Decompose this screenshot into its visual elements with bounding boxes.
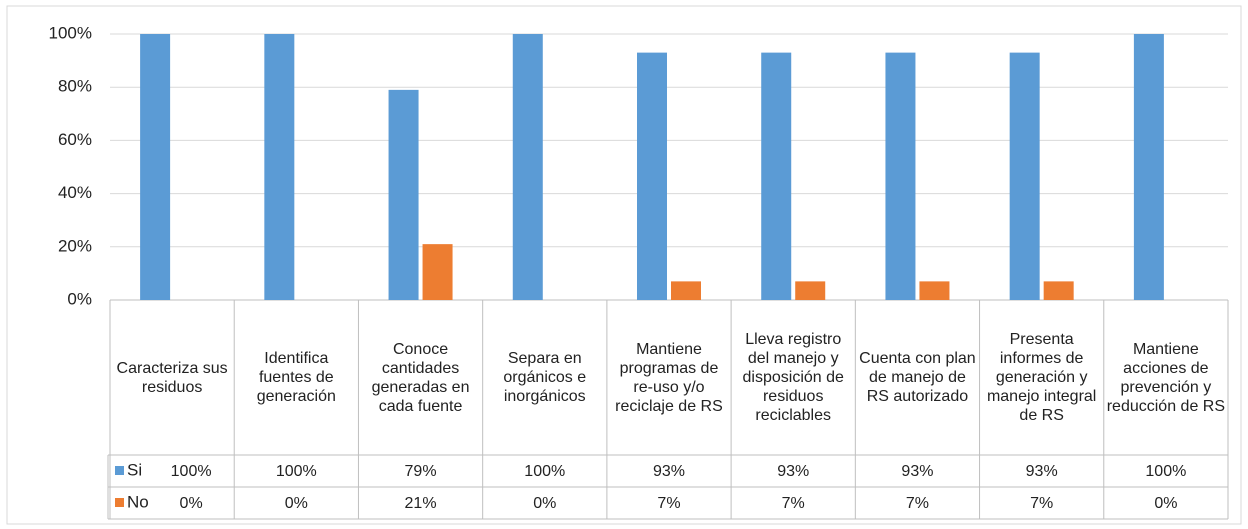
bar xyxy=(422,244,453,300)
category-label: Mantiene programas de re-uso y/o recicla… xyxy=(615,340,723,415)
category-label: Presenta informes de generación y manejo… xyxy=(986,331,1097,424)
value-label: 7% xyxy=(781,494,805,512)
category-label: Identifica fuentes de generación xyxy=(256,350,336,405)
value-label: 100% xyxy=(1145,462,1187,480)
bar xyxy=(885,52,916,301)
bar xyxy=(795,281,826,300)
bar xyxy=(264,34,295,300)
value-label: 93% xyxy=(652,462,685,480)
bar xyxy=(761,52,792,301)
bar xyxy=(671,281,701,300)
value-label: 0% xyxy=(533,494,557,512)
value-label: 93% xyxy=(901,462,934,480)
y-tick-label: 0% xyxy=(67,289,92,308)
y-tick-label: 60% xyxy=(58,130,92,149)
value-label: 21% xyxy=(404,494,437,512)
category-label: Separa en orgánicos e inorgánicos xyxy=(503,350,587,405)
value-label: 7% xyxy=(657,494,681,512)
category-label: Mantiene acciones de prevención y reducc… xyxy=(1106,340,1226,415)
bar xyxy=(637,52,667,301)
y-tick-label: 20% xyxy=(58,236,92,255)
bar xyxy=(919,281,950,300)
value-label: 100% xyxy=(524,462,566,480)
value-label: 79% xyxy=(404,462,437,480)
chart-border xyxy=(6,5,1242,525)
y-tick-label: 40% xyxy=(58,183,92,202)
bar xyxy=(1043,281,1074,300)
category-label: Conoce cantidades generadas en cada fuen… xyxy=(371,340,470,415)
value-label: 7% xyxy=(1030,494,1054,512)
y-tick-label: 100% xyxy=(49,23,92,42)
legend-swatch xyxy=(115,466,124,475)
value-label: 0% xyxy=(284,494,308,512)
value-label: 100% xyxy=(170,462,212,480)
legend-label: Si xyxy=(127,460,142,479)
value-label: 0% xyxy=(179,494,203,512)
legend-label: No xyxy=(127,492,149,511)
bar xyxy=(140,34,171,300)
value-label: 100% xyxy=(275,462,317,480)
category-label: Cuenta con plan de manejo de RS autoriza… xyxy=(859,350,976,405)
value-label: 0% xyxy=(1154,494,1178,512)
legend-swatch xyxy=(115,498,124,507)
category-label: Caracteriza sus residuos xyxy=(116,359,228,396)
bar xyxy=(1133,34,1164,300)
bar xyxy=(512,34,543,300)
value-label: 93% xyxy=(1025,462,1058,480)
bar xyxy=(388,89,419,300)
value-label: 93% xyxy=(777,462,810,480)
y-tick-label: 80% xyxy=(58,77,92,96)
bar xyxy=(1009,52,1040,301)
category-label: Lleva registro del manejo y disposición … xyxy=(742,331,844,424)
value-label: 7% xyxy=(905,494,929,512)
